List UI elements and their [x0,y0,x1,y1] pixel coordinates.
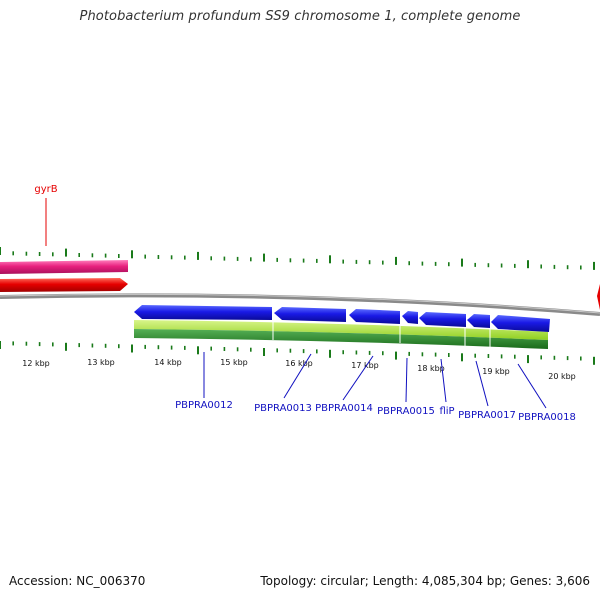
gene-label-PBPRA0013: PBPRA0013 [254,403,312,414]
axis-label-14kbp: 14 kbp [154,358,182,367]
upper-tick-marks [0,247,595,270]
leader-fliP [440,358,447,403]
gc-band-light [134,320,548,340]
gene-label-PBPRA0018: PBPRA0018 [518,412,576,423]
gene-arrow-PBPRA0013 [274,307,346,322]
gene-label-leaders [45,198,547,409]
gene-arrow-PBPRA0015 [402,311,418,324]
map-title: Photobacterium profundum SS9 chromosome … [79,9,521,24]
axis-label-17kbp: 17 kbp [351,361,379,370]
topology-text: Topology: circular; Length: 4,085,304 bp… [260,574,590,588]
leader-PBPRA0014 [342,355,374,401]
axis-label-15kbp: 15 kbp [220,358,248,367]
leader-PBPRA0017 [475,360,489,407]
pink-gene-arrow [0,260,128,274]
leader-PBPRA0018 [517,363,547,409]
genome-backbone-highlight [0,293,600,314]
gene-labels: gyrB PBPRA0012 PBPRA0013 PBPRA0014 PBPRA… [34,184,576,423]
axis-label-16kbp: 16 kbp [285,359,313,368]
gene-arrow-fliP [419,312,466,327]
gene-arrow-PBPRA0014 [349,309,400,324]
gene-label-PBPRA0014: PBPRA0014 [315,403,373,414]
gene-arrow-PBPRA0017 [467,314,490,328]
leader-PBPRA0013 [283,353,312,399]
genome-backbone [0,293,600,316]
leader-PBPRA0015 [405,357,408,403]
lower-tick-marks [0,341,595,365]
red-gene-arrow-edge [597,284,600,310]
accession-text: Accession: NC_006370 [9,574,146,588]
axis-label-13kbp: 13 kbp [87,358,115,367]
axis-labels: 12 kbp 13 kbp 14 kbp 15 kbp 16 kbp 17 kb… [22,358,576,381]
gene-label-gyrB: gyrB [34,184,57,195]
gene-label-PBPRA0012: PBPRA0012 [175,400,233,411]
axis-label-12kbp: 12 kbp [22,359,50,368]
gene-arrow-PBPRA0018 [491,315,550,332]
red-gene-arrow-gyrB [0,278,128,292]
gene-label-PBPRA0015: PBPRA0015 [377,406,435,417]
gc-band-dividers [272,320,491,348]
gene-label-PBPRA0017: PBPRA0017 [458,410,516,421]
gene-label-fliP: fliP [439,406,454,417]
axis-label-20kbp: 20 kbp [548,372,576,381]
axis-label-19kbp: 19 kbp [482,367,510,376]
gc-band-dark [134,329,548,349]
gene-arrow-PBPRA0012 [134,305,272,320]
axis-label-18kbp: 18 kbp [417,364,445,373]
